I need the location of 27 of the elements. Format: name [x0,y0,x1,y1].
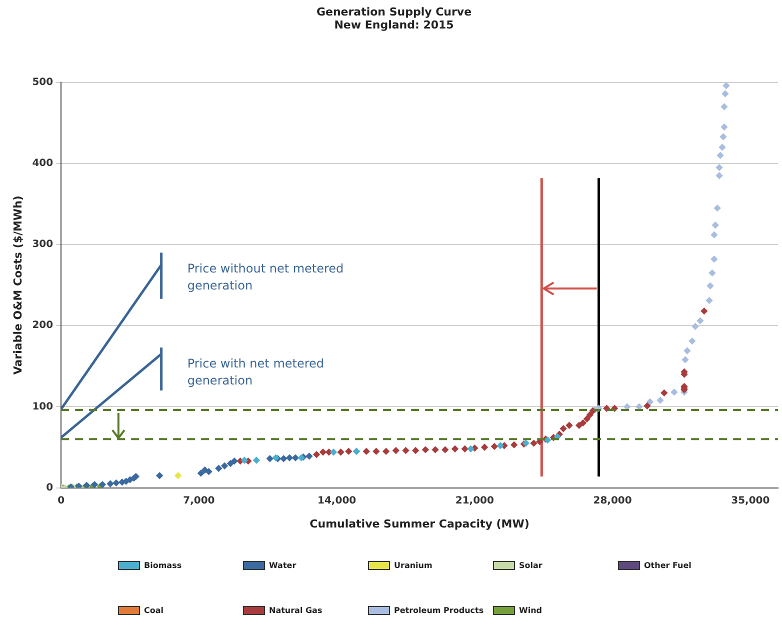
legend-label: Solar [519,561,542,570]
y-tick-label: 300 [32,239,54,250]
legend-label: Natural Gas [269,606,322,615]
y-tick-label: 500 [32,76,54,88]
legend-label: Petroleum Products [394,606,484,615]
chart-subtitle: New England: 2015 [334,18,454,32]
x-tick-label: 28,000 [593,495,632,506]
x-tick-label: 21,000 [455,495,494,506]
y-axis-title: Variable O&M Costs ($/MWh) [11,196,24,375]
x-tick-label: 35,000 [731,495,770,506]
legend-label: Biomass [144,561,182,570]
legend-label: Uranium [394,561,432,570]
legend-label: Water [269,561,296,570]
annotation: Price without net metered generation [187,262,344,293]
legend-label: Other Fuel [644,561,692,570]
y-tick-label: 0 [46,482,54,494]
x-tick-label: 0 [58,495,65,506]
y-tick-label: 200 [32,320,54,332]
x-tick-label: 7,000 [183,495,215,506]
legend-label: Coal [144,606,164,615]
legend-label: Wind [519,606,542,615]
y-tick-label: 100 [32,401,54,412]
chart-title: Generation Supply Curve [316,5,472,18]
annotation: Price with net metered generation [187,356,324,388]
x-tick-label: 14,000 [318,495,356,506]
x-axis-title: Cumulative Summer Capacity (MW) [310,517,530,530]
y-tick-label: 400 [32,158,54,170]
